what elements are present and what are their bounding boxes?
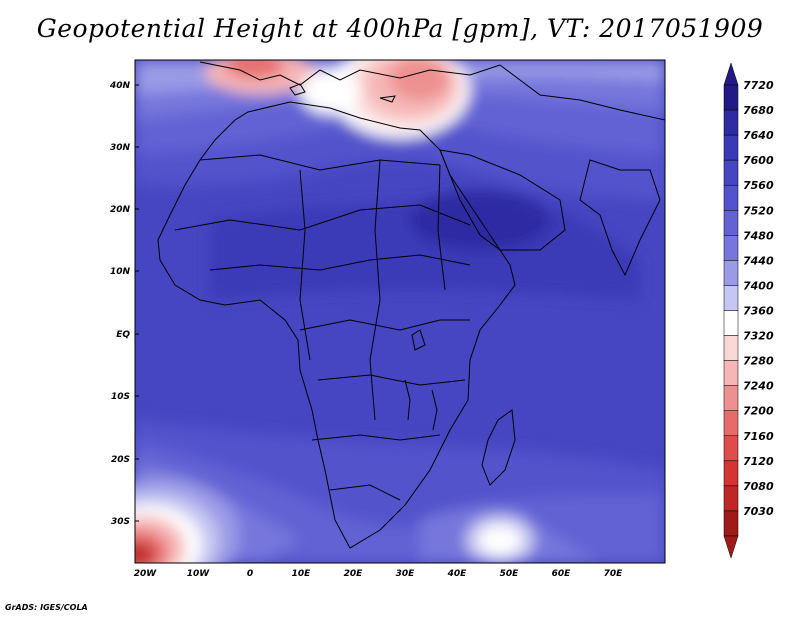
colorbar-swatch (723, 134, 739, 161)
lon-label: 50E (500, 569, 520, 579)
lat-label: EQ (116, 330, 130, 340)
colorbar-label: 7120 (743, 455, 774, 468)
colorbar-swatch (723, 260, 739, 286)
lon-label: 10W (187, 569, 211, 579)
lat-label: 40N (109, 81, 131, 91)
plot-frame (134, 59, 666, 564)
lat-label: 10S (111, 392, 130, 402)
colorbar-label: 7400 (743, 279, 774, 292)
lon-label: 60E (552, 569, 572, 579)
lat-axis: 40N 30N 20N 10N EQ 10S 20S 30S (109, 81, 139, 527)
colorbar-swatch (723, 109, 739, 136)
lat-label: 20S (111, 455, 130, 465)
colorbar: 7720 7680 7640 7600 7560 7520 7480 7440 7400 7360… (723, 62, 774, 559)
colorbar-label: 7320 (743, 330, 774, 343)
lon-label: 30E (396, 569, 416, 579)
colorbar-swatch (723, 335, 739, 361)
colorbar-swatch (723, 485, 739, 512)
credit-text: GrADS: IGES/COLA (5, 603, 88, 612)
colorbar-label: 7360 (743, 305, 774, 318)
colorbar-label: 7280 (743, 355, 774, 368)
colorbar-label: 7440 (743, 254, 774, 267)
lon-label: 10E (292, 569, 312, 579)
colorbar-label: 7080 (743, 480, 774, 493)
colorbar-swatch (723, 159, 739, 186)
colorbar-label: 7520 (743, 204, 774, 217)
colorbar-label: 7720 (743, 79, 774, 92)
lat-label: 30N (110, 143, 131, 153)
colorbar-swatch (723, 510, 739, 537)
colorbar-arrow-top (723, 62, 739, 86)
colorbar-label: 7680 (743, 104, 774, 117)
colorbar-swatch (723, 385, 739, 411)
colorbar-label: 7200 (743, 405, 774, 418)
height-field (135, 60, 665, 563)
colorbar-label: 7560 (743, 179, 774, 192)
colorbar-swatch (723, 210, 739, 236)
lon-label: 0 (247, 569, 253, 579)
colorbar-swatch (723, 235, 739, 261)
colorbar-swatch (723, 360, 739, 386)
colorbar-swatch (723, 310, 739, 336)
colorbar-swatch (723, 410, 739, 437)
colorbar-arrow-bottom (723, 535, 739, 559)
colorbar-label: 7160 (743, 430, 774, 443)
colorbar-swatch (723, 435, 739, 462)
colorbar-swatch (723, 285, 739, 311)
colorbar-label: 7480 (743, 229, 774, 242)
lon-label: 70E (604, 569, 624, 579)
colorbar-swatch (723, 184, 739, 211)
colorbar-label: 7240 (743, 380, 774, 393)
lon-label: 20E (344, 569, 364, 579)
lon-label: 40E (447, 569, 468, 579)
colorbar-label: 7600 (743, 154, 774, 167)
colorbar-label: 7030 (743, 505, 774, 518)
colorbar-swatch (723, 460, 739, 487)
colorbar-label: 7640 (743, 129, 774, 142)
lat-label: 20N (110, 205, 131, 215)
coastlines (157, 61, 665, 549)
map-title: Geopotential Height at 400hPa [gpm], VT:… (36, 14, 764, 43)
colorbar-swatch (723, 84, 739, 111)
lat-label: 30S (111, 517, 130, 527)
lon-axis: 20W 10W 0 10E 20E 30E 40E 50E 60E 70E (134, 569, 623, 579)
lon-label: 20W (134, 569, 158, 579)
lat-label: 10N (110, 267, 131, 277)
